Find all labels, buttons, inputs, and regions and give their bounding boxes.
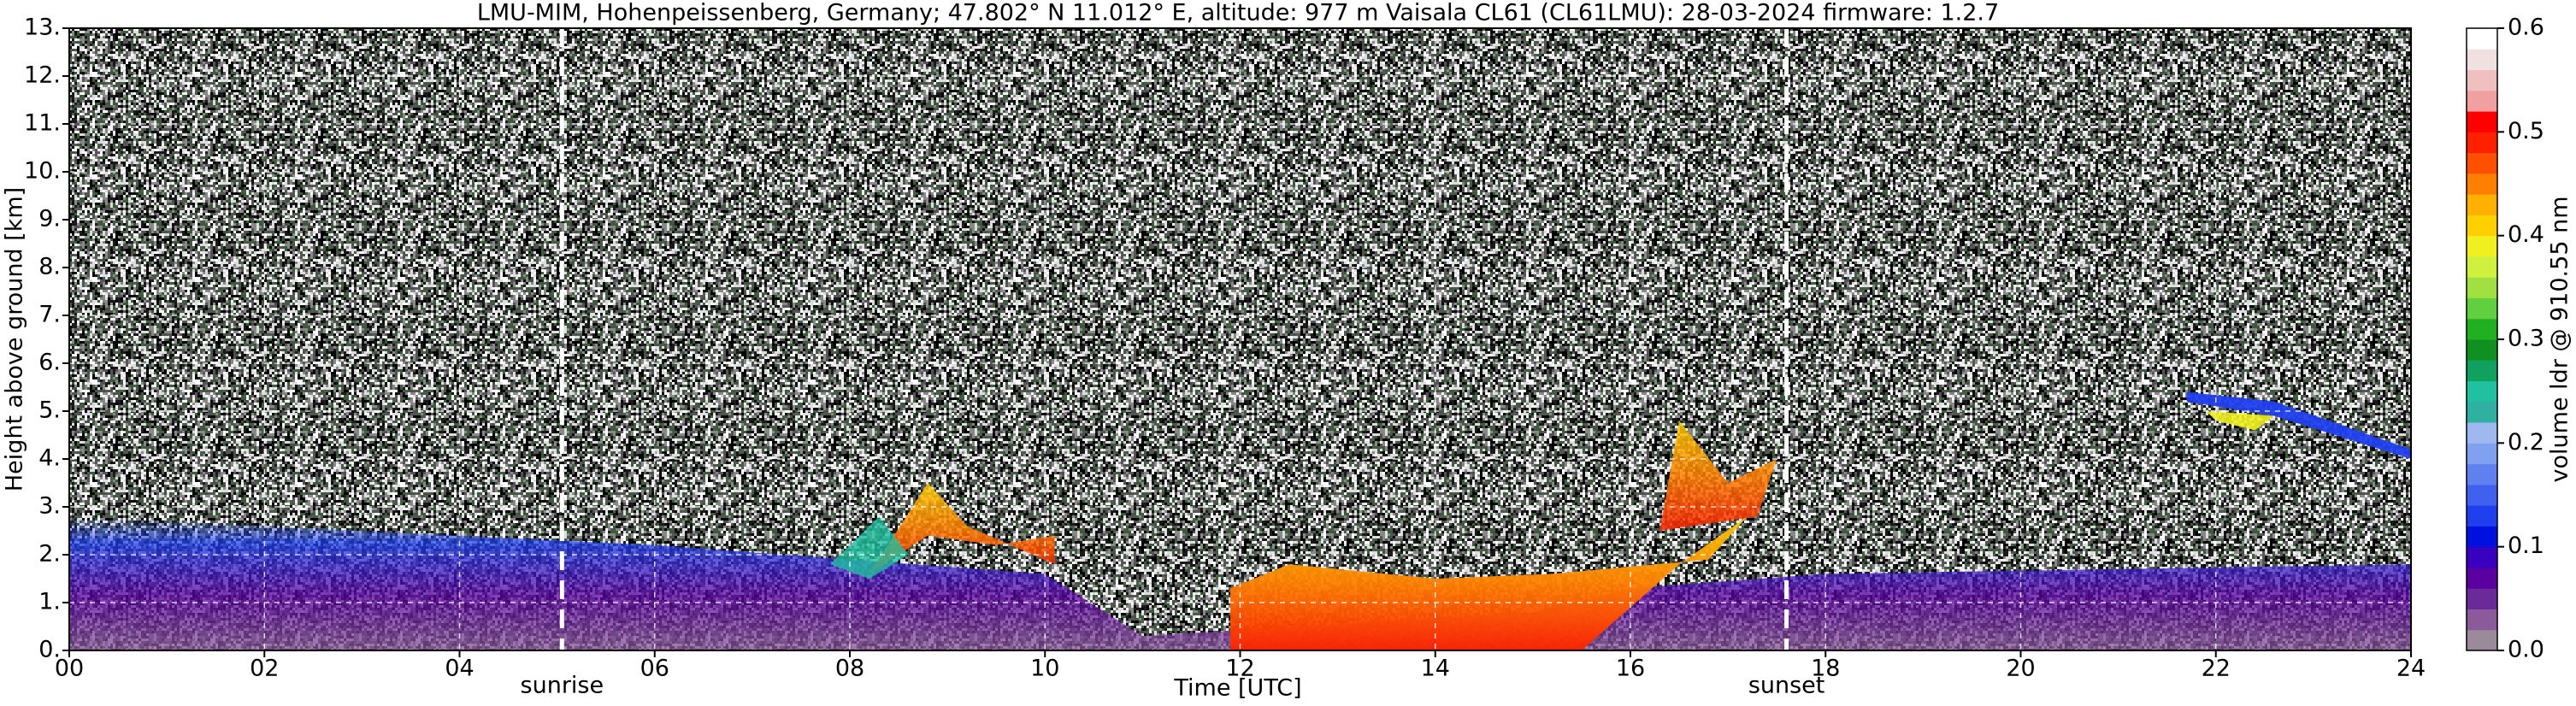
colorbar-swatch (2467, 49, 2497, 71)
heatmap-feature (1230, 516, 1748, 650)
x-tick-label: 22 (2202, 656, 2231, 682)
colorbar-swatch (2467, 546, 2497, 568)
colorbar-tick-label: 0.4 (2508, 221, 2544, 248)
colorbar-swatch (2467, 380, 2497, 403)
colorbar-swatch (2467, 443, 2497, 465)
colorbar-label: volume ldr @ 910.55 nm (2547, 197, 2573, 483)
heatmap-feature (2206, 411, 2275, 431)
colorbar-swatch (2467, 69, 2497, 91)
colorbar-swatch (2467, 111, 2497, 132)
y-tick-label: 5. (38, 397, 61, 424)
colorbar-swatch (2467, 526, 2497, 548)
x-tick-label: 04 (445, 656, 474, 682)
y-tick-label: 8. (38, 254, 61, 280)
x-tick-label: 08 (835, 656, 864, 682)
colorbar-swatch (2467, 256, 2497, 278)
y-axis-label: Height above ground [km] (2, 187, 28, 491)
colorbar-swatch (2467, 152, 2497, 174)
annotation-label: sunset (1748, 673, 1825, 699)
heatmap-feature (2186, 391, 2411, 459)
colorbar-swatch (2467, 132, 2497, 154)
colorbar-tick-label: 0.6 (2508, 15, 2544, 41)
x-tick-label: 20 (2006, 656, 2035, 682)
y-tick-label: 2. (38, 541, 61, 568)
annotation-label: sunrise (521, 673, 604, 699)
y-tick-label: 11. (24, 110, 61, 137)
colorbar-swatch (2467, 422, 2497, 444)
y-tick-label: 9. (38, 206, 61, 232)
colorbar-swatch (2467, 505, 2497, 527)
colorbar-swatch (2467, 318, 2497, 340)
x-tick-label: 02 (250, 656, 279, 682)
colorbar-swatch (2467, 173, 2497, 195)
heatmap-feature (869, 483, 1055, 574)
x-tick-label: 18 (1811, 656, 1840, 682)
y-tick-label: 6. (38, 350, 61, 376)
colorbar-swatch (2467, 484, 2497, 506)
colorbar-swatch (2467, 463, 2497, 485)
y-tick-label: 13. (24, 15, 61, 41)
colorbar-swatch (2467, 401, 2497, 423)
colorbar-swatch (2467, 360, 2497, 382)
x-tick-label: 24 (2396, 656, 2426, 682)
y-tick-label: 10. (24, 158, 61, 185)
heatmap-feature (1659, 421, 1777, 531)
y-tick-label: 3. (38, 493, 61, 520)
colorbar-swatch (2467, 297, 2497, 320)
y-tick-label: 12. (24, 62, 61, 89)
y-tick-label: 0. (38, 637, 61, 663)
x-tick-label: 10 (1030, 656, 1059, 682)
colorbar-swatch (2467, 629, 2497, 651)
chart-title: LMU-MIM, Hohenpeissenberg, Germany; 47.8… (477, 0, 1999, 26)
colorbar-swatch (2467, 28, 2497, 50)
colorbar-swatch (2467, 235, 2497, 257)
colorbar-tick-label: 0.1 (2508, 532, 2544, 559)
y-tick-label: 7. (38, 302, 61, 328)
x-axis-label: Time [UTC] (1173, 675, 1301, 702)
colorbar-tick-label: 0.5 (2508, 118, 2544, 144)
colorbar-swatch (2467, 215, 2497, 237)
colorbar-tick-label: 0.0 (2508, 637, 2544, 663)
colorbar-swatch (2467, 339, 2497, 361)
y-tick-label: 1. (38, 589, 61, 615)
colorbar-tick-label: 0.3 (2508, 326, 2544, 352)
x-tick-label: 16 (1616, 656, 1645, 682)
x-tick-label: 06 (640, 656, 669, 682)
colorbar-swatch (2467, 194, 2497, 215)
colorbar-swatch (2467, 588, 2497, 609)
y-tick-label: 4. (38, 445, 61, 472)
colorbar-tick-label: 0.2 (2508, 429, 2544, 456)
colorbar-swatch (2467, 609, 2497, 631)
colorbar-swatch (2467, 567, 2497, 589)
x-tick-label: 00 (55, 656, 84, 682)
colorbar-swatch (2467, 90, 2497, 112)
plot-frame (68, 27, 2412, 651)
x-tick-label: 14 (1421, 656, 1450, 682)
colorbar-swatch (2467, 277, 2497, 298)
x-tick-label: 12 (1225, 656, 1254, 682)
